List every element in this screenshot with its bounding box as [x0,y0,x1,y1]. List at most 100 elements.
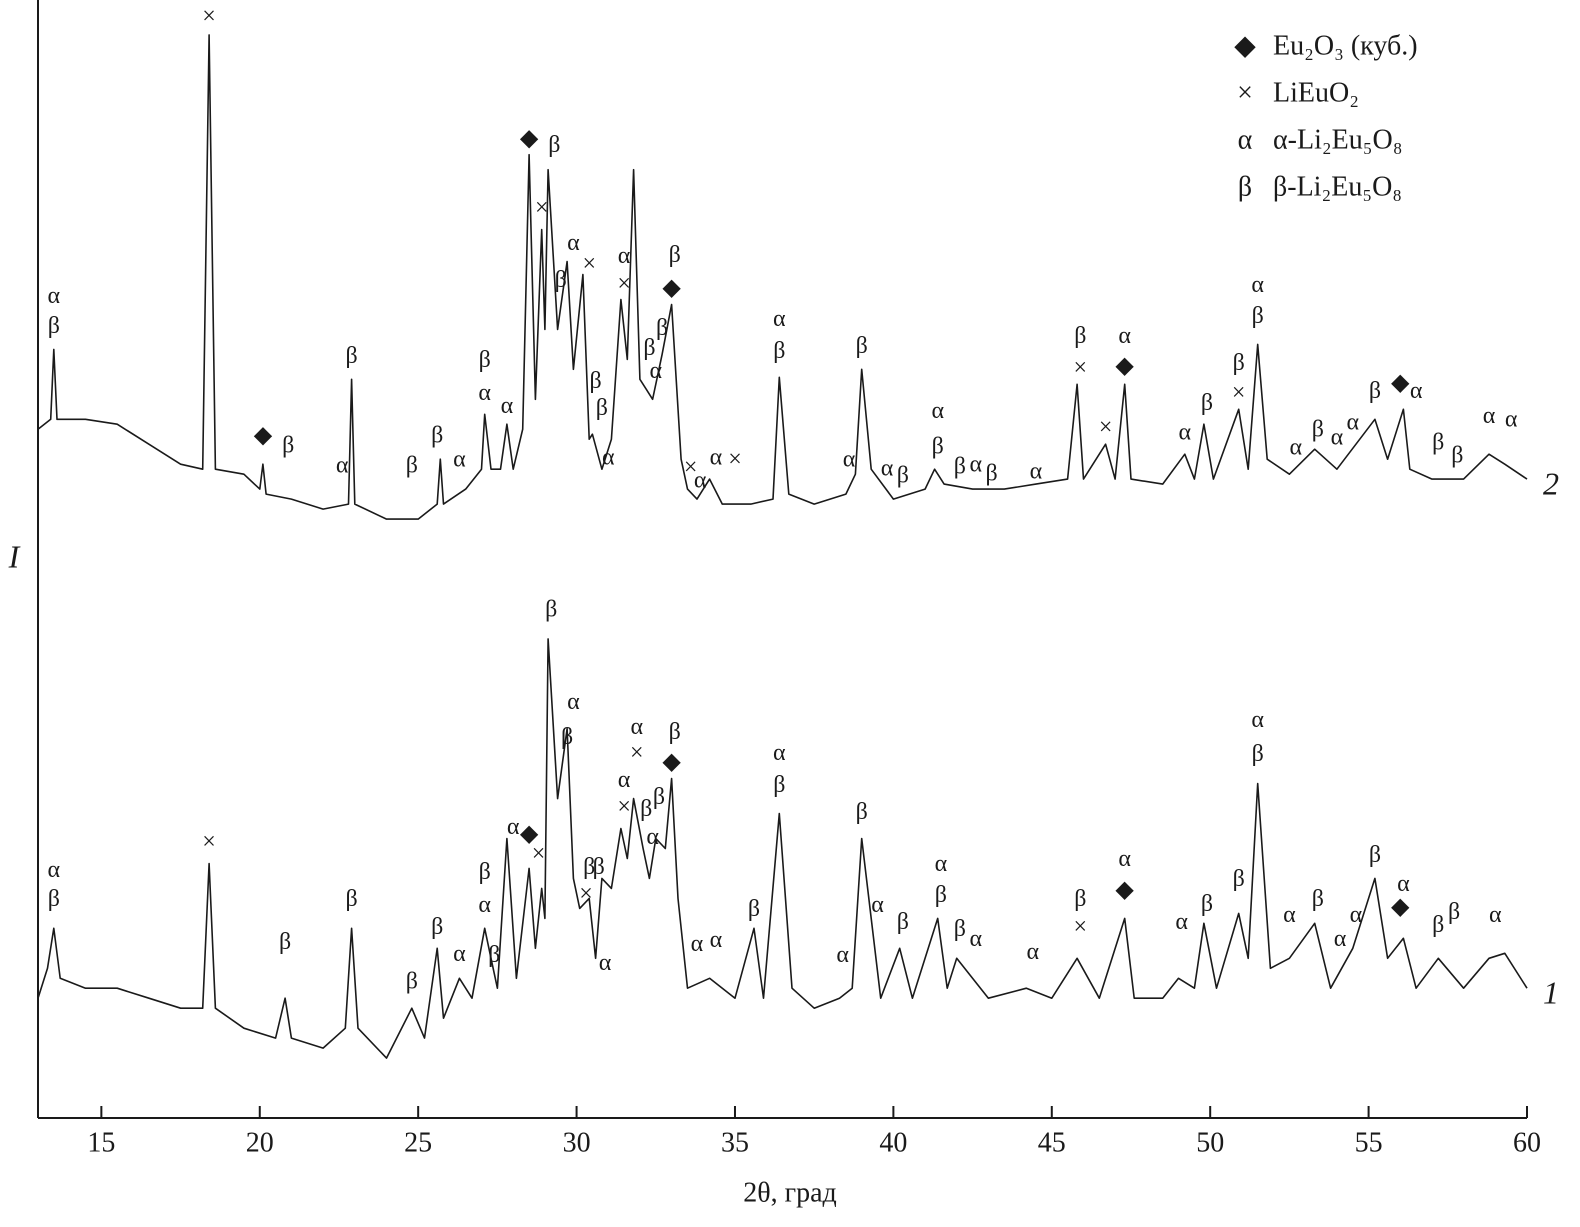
peak-annotation: β [479,859,491,885]
legend-label: α-Li₂Eu₅O₈ [1273,124,1403,155]
peak-annotation: α [935,851,948,877]
peak-annotation: β [593,854,605,880]
x-tick-label: 20 [246,1127,274,1158]
peak-annotation: α [773,306,786,332]
peak-annotation: ◆ [1115,353,1134,379]
peak-annotation: × [728,447,742,473]
peak-annotation: β [656,315,668,341]
peak-annotation: α [1334,926,1347,952]
peak-annotation: α [453,941,466,967]
peak-annotation: β [48,886,60,912]
legend-symbol: β [1238,171,1252,202]
peak-annotation: α [969,926,982,952]
peak-annotation: α [336,453,349,479]
peak-annotation: β [653,784,665,810]
peak-annotation: β [589,368,601,394]
peak-annotation: α [1283,902,1296,928]
series-line [37,638,1528,1059]
peak-annotation: α [48,283,61,309]
peak-annotation: α [1030,459,1043,485]
peak-annotation: β [406,969,418,995]
peak-annotation: α [48,857,61,883]
peak-annotation: ◆ [520,125,539,151]
peak-annotation: α [1505,407,1518,433]
peak-annotation: × [202,829,216,855]
peak-annotation: ◆ [520,821,539,847]
peak-annotation: β [856,799,868,825]
legend-label: Eu₂O₃ (куб.) [1273,30,1418,61]
peak-annotation: β [1448,899,1460,925]
peak-annotation: × [617,271,631,297]
legend-symbol: α [1238,124,1253,155]
peak-annotation: ◆ [1115,877,1134,903]
peak-annotation: α [567,230,580,256]
peak-annotation: β [431,914,443,940]
peak-annotation: α [1410,378,1423,404]
peak-annotation: β [748,896,760,922]
legend-symbol: × [1237,77,1253,108]
series-line [37,34,1528,520]
peak-annotation: β [346,886,358,912]
peak-annotation: β [1233,350,1245,376]
peak-annotation: α [710,445,723,471]
peak-annotation: β [1201,891,1213,917]
peak-annotation: α [567,689,580,715]
peak-annotation: α [646,824,659,850]
peak-annotation: ◆ [662,749,681,775]
peak-annotation: α [1175,909,1188,935]
peak-annotation: α [1331,425,1344,451]
peak-annotation: β [773,772,785,798]
legend-label: LiEuO₂ [1273,77,1359,108]
peak-annotation: × [582,251,596,277]
peak-annotation: α [1251,272,1264,298]
peak-annotation: β [548,132,560,158]
peak-annotation: β [1201,390,1213,416]
peak-annotation: α [836,942,849,968]
peak-annotation: × [202,3,216,29]
peak-annotation: β [773,338,785,364]
peak-annotation: β [669,719,681,745]
peak-annotation: α [501,393,514,419]
peak-annotation: β [555,267,567,293]
peak-annotation: α [843,447,856,473]
peak-annotation: β [1312,417,1324,443]
peak-annotation: α [1026,939,1039,965]
x-tick-label: 45 [1038,1127,1066,1158]
peak-annotation: × [1232,380,1246,406]
peak-annotation: ◆ [254,423,273,449]
x-tick-label: 55 [1355,1127,1383,1158]
peak-annotation: β [643,335,655,361]
peak-annotation: β [932,434,944,460]
peak-annotation: α [1350,902,1363,928]
peak-annotation: β [282,433,294,459]
peak-annotation: α [773,740,786,766]
legend-symbol: ◆ [1234,30,1256,61]
peak-annotation: α [694,468,707,494]
peak-annotation: β [48,313,60,339]
peak-annotation: β [596,395,608,421]
peak-annotation: α [1118,846,1131,872]
peak-annotation: β [954,454,966,480]
peak-annotation: α [453,447,466,473]
peak-annotation: α [871,892,884,918]
peak-annotation: α [599,950,612,976]
peak-annotation: × [1074,914,1088,940]
peak-annotation: β [1432,912,1444,938]
y-axis-title: I [8,538,21,574]
peak-annotation: β [583,854,595,880]
peak-annotation: β [1451,443,1463,469]
peak-annotation: α [691,931,704,957]
peak-annotation: × [535,195,549,221]
peak-annotation: α [478,892,491,918]
x-tick-label: 15 [87,1127,115,1158]
peak-annotation: β [954,916,966,942]
peak-annotation: β [561,724,573,750]
peak-annotation: α [618,767,631,793]
peak-annotation: α [1489,902,1502,928]
peak-annotation: α [1251,707,1264,733]
peak-annotation: α [1289,435,1302,461]
peak-annotation: × [684,455,698,481]
peak-annotation: β [479,347,491,373]
peak-annotation: β [545,596,557,622]
